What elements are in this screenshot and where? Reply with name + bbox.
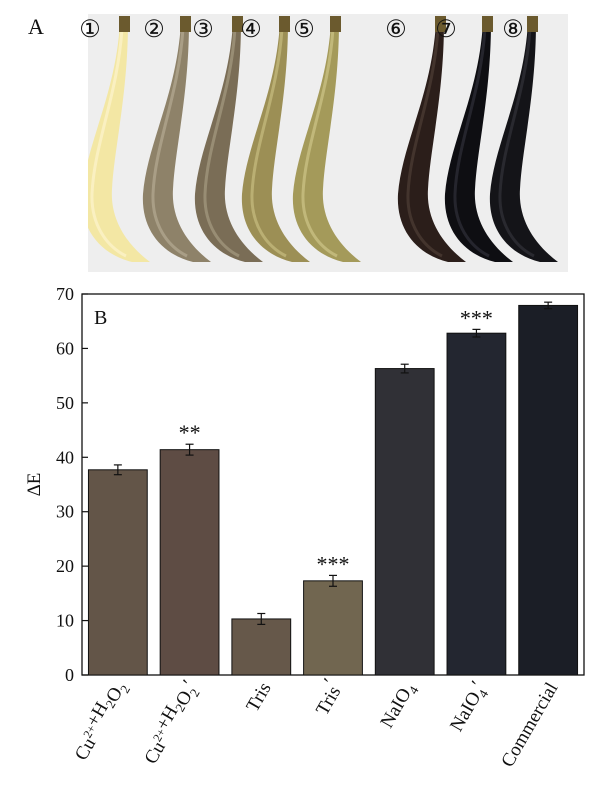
hair-binding-1 — [119, 16, 130, 32]
bar-5 — [374, 368, 435, 676]
hair-binding-7 — [482, 16, 493, 32]
hair-body-3 — [194, 22, 263, 262]
y-tick-label: 40 — [56, 447, 74, 467]
x-tick-label-1: Cu2++H2O2 — [65, 676, 133, 765]
hair-tress-3 — [194, 16, 263, 262]
hair-tresses — [88, 16, 558, 262]
sample-number-3: ③ — [192, 17, 214, 43]
sample-number-7: ⑦ — [435, 17, 457, 43]
hair-binding-3 — [232, 16, 243, 32]
significance-marker-4: *** — [317, 551, 350, 576]
sample-number-8: ⑧ — [502, 17, 524, 43]
y-tick-label: 30 — [56, 502, 74, 522]
y-tick-label: 70 — [56, 284, 74, 304]
hair-body-7 — [444, 22, 513, 262]
x-tick-label-4: Tris′ — [305, 675, 347, 719]
bar-1 — [87, 469, 148, 676]
y-axis: 0 10 20 30 40 50 60 70 — [56, 284, 88, 685]
hair-body-6 — [397, 22, 466, 262]
hair-tress-2 — [142, 16, 211, 262]
bar-2 — [159, 449, 220, 676]
hair-sheen-7 — [453, 27, 490, 258]
sample-number-2: ② — [143, 17, 165, 43]
hair-binding-8 — [527, 16, 538, 32]
x-tick-label-2: Cu2++H2O2′ — [135, 676, 205, 769]
bar-7 — [518, 304, 579, 676]
bar-6 — [446, 332, 507, 676]
hair-binding-4 — [279, 16, 290, 32]
hair-tress-8 — [489, 16, 558, 262]
y-tick-label: 0 — [65, 665, 74, 685]
hair-tress-7 — [444, 16, 513, 262]
hair-tress-4 — [241, 16, 310, 262]
x-tick-label-5: NaIO4 — [377, 679, 422, 734]
hair-sheen-6 — [406, 27, 443, 258]
significance-marker-6: *** — [460, 305, 493, 330]
significance-marker-2: ** — [179, 420, 201, 445]
hair-tress-6 — [397, 16, 466, 262]
hair-body-2 — [142, 22, 211, 262]
y-tick-label: 20 — [56, 556, 74, 576]
hair-tress-5 — [292, 16, 361, 262]
hair-sheen-1 — [90, 27, 127, 258]
y-tick-label: 60 — [56, 338, 74, 358]
hair-sheen-2 — [151, 27, 188, 258]
hair-sheen-5 — [301, 27, 338, 258]
hair-sheen-4 — [250, 27, 287, 258]
sample-number-4: ④ — [240, 17, 262, 43]
hair-tress-1 — [88, 16, 150, 262]
hair-binding-5 — [330, 16, 341, 32]
y-tick-label: 10 — [56, 611, 74, 631]
y-tick-label: 50 — [56, 393, 74, 413]
panel-b-label: B — [94, 307, 107, 329]
x-tick-label-3: Tris — [242, 679, 275, 715]
hair-body-8 — [489, 22, 558, 262]
hair-body-4 — [241, 22, 310, 262]
hair-binding-6 — [435, 16, 446, 32]
hair-sheen-3 — [203, 27, 240, 258]
bar-3 — [231, 618, 292, 676]
sample-number-5: ⑤ — [293, 17, 315, 43]
panel-a-label: A — [28, 14, 44, 39]
bar-4 — [303, 580, 363, 676]
hair-sheen-8 — [498, 27, 535, 258]
hair-samples-photo — [88, 14, 568, 272]
x-tick-label-7: Commercial — [497, 679, 562, 771]
bars: ******** — [87, 301, 579, 676]
hair-body-1 — [88, 22, 150, 262]
sample-number-1: ① — [79, 17, 101, 43]
x-tick-label-6: NaIO4′ — [444, 678, 494, 737]
y-axis-label: ΔE — [24, 473, 45, 497]
hair-body-5 — [292, 22, 361, 262]
hair-binding-2 — [180, 16, 191, 32]
sample-number-6: ⑥ — [385, 17, 407, 43]
